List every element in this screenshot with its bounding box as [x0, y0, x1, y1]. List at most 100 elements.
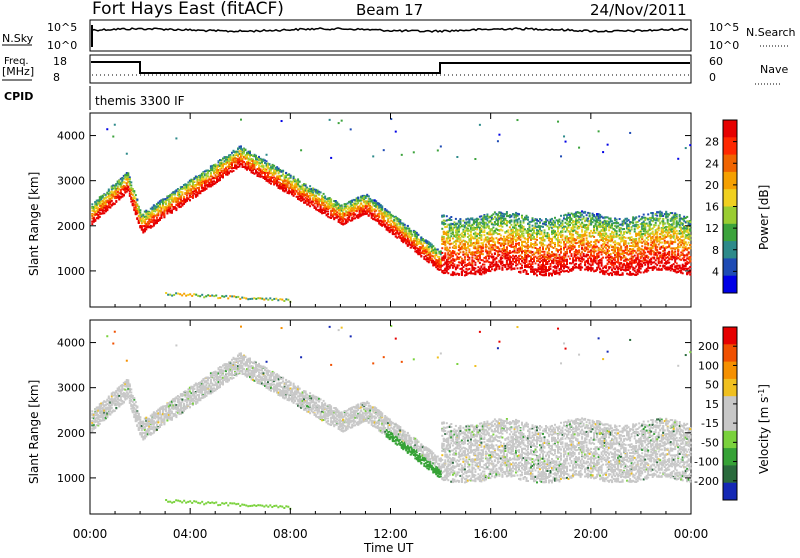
power-cell — [471, 217, 473, 219]
power-cell — [165, 203, 167, 205]
power-cell — [450, 216, 452, 218]
power-cell — [482, 253, 484, 255]
power-cell — [492, 247, 494, 249]
power-cell — [483, 264, 485, 266]
station-title: Fort Hays East (fitACF) — [92, 0, 284, 19]
power-cell — [532, 263, 534, 265]
power-cell — [157, 214, 159, 216]
freq-tick-bottom: 8 — [53, 71, 60, 84]
power-cell — [444, 223, 446, 225]
power-cell — [189, 183, 191, 185]
power-cell — [476, 235, 478, 237]
power-cell — [330, 157, 332, 159]
power-cell — [324, 196, 326, 198]
power-cell — [514, 267, 516, 269]
power-cell — [526, 270, 528, 272]
power-cell — [420, 255, 422, 257]
power-cell — [135, 194, 137, 196]
nsky-label: N.Sky — [2, 32, 34, 45]
power-cell — [450, 235, 452, 237]
power-cell — [126, 153, 128, 155]
power-cell — [533, 230, 535, 232]
power-cell — [518, 218, 520, 220]
power-cell — [138, 206, 140, 208]
power-cell — [455, 246, 457, 248]
power-cell — [532, 251, 534, 253]
power-cell — [506, 224, 508, 226]
power-cell — [455, 218, 457, 220]
power-cell — [136, 199, 138, 201]
power-cell — [536, 244, 538, 246]
power-cell — [450, 219, 452, 221]
power-cell — [504, 266, 506, 268]
nsearch-tick-top: 10^5 — [709, 21, 739, 34]
power-cell — [518, 244, 520, 246]
power-cell — [527, 273, 529, 275]
power-cell — [171, 212, 173, 214]
power-cell — [318, 194, 320, 196]
power-cell — [258, 156, 260, 158]
power-cell — [464, 256, 466, 258]
power-cell — [299, 181, 301, 183]
power-cell — [408, 228, 410, 230]
power-cell — [186, 195, 188, 197]
power-cell — [171, 204, 173, 206]
power-cell — [160, 209, 162, 211]
power-cell — [510, 221, 512, 223]
power-cell — [141, 222, 143, 224]
power-cell — [474, 267, 476, 269]
power-cell — [510, 216, 512, 218]
power-cell — [368, 196, 370, 198]
power-cell — [360, 202, 362, 204]
power-cell — [273, 165, 275, 167]
power-cell — [527, 216, 529, 218]
power-cell — [523, 226, 525, 228]
power-cell — [465, 271, 467, 273]
power-cell — [327, 213, 329, 215]
power-cell — [459, 218, 461, 220]
power-cell — [483, 234, 485, 236]
power-cell — [99, 216, 101, 218]
power-cell — [480, 239, 482, 241]
power-cell — [533, 259, 535, 261]
power-cell — [498, 265, 500, 267]
power-cell — [464, 258, 466, 260]
power-cell — [459, 243, 461, 245]
power-cell — [507, 231, 509, 233]
power-cell — [254, 167, 256, 169]
power-cell — [494, 244, 496, 246]
power-cell — [139, 210, 141, 212]
power-cell — [133, 190, 135, 192]
power-cell — [111, 197, 113, 199]
power-cell — [501, 230, 503, 232]
power-cell — [447, 272, 449, 274]
power-cell — [453, 264, 455, 266]
power-cell — [329, 119, 331, 121]
power-cell — [435, 252, 437, 254]
nsearch-label: N.Search — [746, 26, 796, 39]
power-cell — [535, 262, 537, 264]
power-cell — [462, 220, 464, 222]
power-cell — [401, 154, 403, 156]
power-cell — [338, 122, 340, 124]
power-cell — [492, 238, 494, 240]
power-cell — [389, 212, 391, 214]
power-cell — [520, 272, 522, 274]
power-cell — [512, 241, 514, 243]
power-cell — [483, 229, 485, 231]
power-cell — [521, 248, 523, 250]
power-cell — [452, 231, 454, 233]
nave-tick-top: 60 — [709, 55, 723, 68]
power-cell — [441, 247, 443, 249]
power-cell — [512, 229, 514, 231]
power-cell — [449, 267, 451, 269]
power-cell — [419, 250, 421, 252]
power-cell — [169, 202, 171, 204]
power-cell — [468, 257, 470, 259]
power-cell — [201, 184, 203, 186]
power-cell — [467, 254, 469, 256]
power-cell — [462, 251, 464, 253]
power-cell — [266, 154, 268, 156]
power-cell — [175, 207, 177, 209]
